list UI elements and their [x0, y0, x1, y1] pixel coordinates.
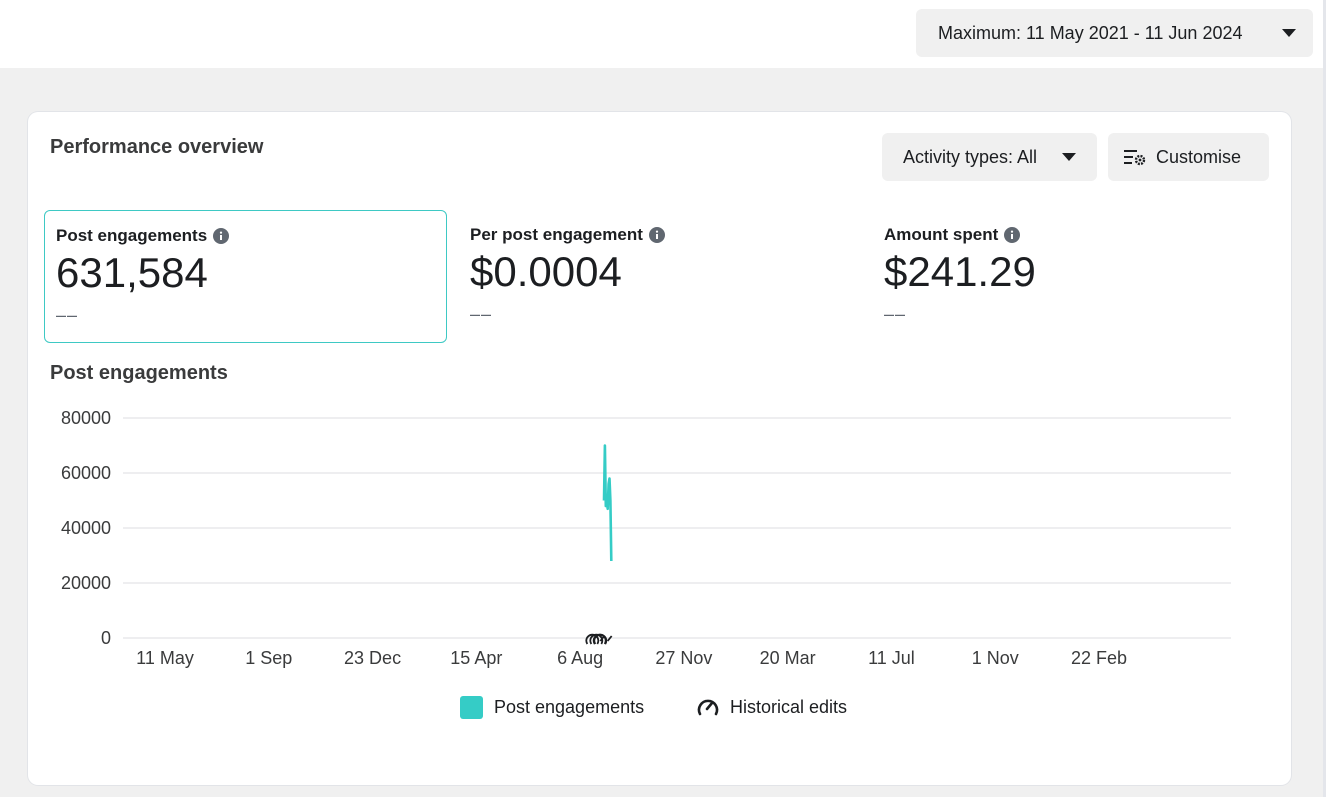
y-tick-label: 0: [101, 628, 111, 648]
settings-list-icon: [1124, 150, 1146, 166]
y-tick-label: 20000: [61, 573, 111, 593]
historical-edit-marker[interactable]: [592, 633, 613, 645]
legend-label: Post engagements: [494, 697, 645, 717]
y-tick-label: 80000: [61, 408, 111, 428]
metric-delta: ––: [884, 304, 907, 324]
x-tick-label: 11 May: [136, 648, 194, 668]
metric-label-row: Amount spent: [884, 225, 1021, 245]
metric-value: $0.0004: [470, 248, 622, 295]
x-tick-label: 6 Aug: [557, 648, 603, 668]
metric-label: Per post engagement: [470, 225, 643, 244]
x-tick-label: 1 Nov: [972, 648, 1019, 668]
legend-label: Historical edits: [730, 696, 848, 717]
scrollbar-track[interactable]: [1323, 0, 1326, 797]
x-tick-label: 20 Mar: [760, 648, 816, 668]
metric-value: $241.29: [884, 248, 1036, 295]
card-title: Performance overview: [50, 136, 264, 158]
legend-swatch: [460, 696, 483, 719]
x-tick-label: 22 Feb: [1071, 648, 1127, 668]
metric-label-row: Per post engagement: [470, 225, 665, 245]
legend-item-post-engagements[interactable]: Post engagements: [460, 696, 644, 719]
customise-button[interactable]: Customise: [1108, 133, 1269, 181]
customise-label: Customise: [1156, 146, 1242, 167]
info-icon[interactable]: [1004, 227, 1021, 243]
chart-heading: Post engagements: [50, 362, 228, 384]
info-icon[interactable]: [213, 228, 230, 244]
y-tick-label: 40000: [61, 518, 111, 538]
x-tick-label: 15 Apr: [450, 648, 502, 668]
metric-amount-spent[interactable]: Amount spent $241.29 ––: [872, 210, 1275, 343]
chevron-down-icon: [1062, 153, 1076, 161]
performance-overview-card: Performance overview Activity types: All…: [28, 112, 1291, 785]
info-icon[interactable]: [648, 227, 665, 243]
metric-label-row: Post engagements: [56, 226, 230, 246]
legend-item-historical-edits[interactable]: Historical edits: [696, 696, 847, 718]
metric-delta: ––: [470, 304, 493, 324]
date-range-label: Maximum: 11 May 2021 - 11 Jun 2024: [938, 22, 1243, 43]
speedometer-icon: [697, 699, 719, 716]
metric-delta: ––: [56, 305, 79, 325]
metric-value: 631,584: [56, 249, 208, 296]
date-range-selector[interactable]: Maximum: 11 May 2021 - 11 Jun 2024: [916, 9, 1313, 57]
activity-types-dropdown[interactable]: Activity types: All: [882, 133, 1097, 181]
x-tick-label: 1 Sep: [245, 648, 292, 668]
metric-per-post-engagement[interactable]: Per post engagement $0.0004 ––: [458, 210, 861, 343]
metric-label: Amount spent: [884, 225, 999, 244]
top-bar: Maximum: 11 May 2021 - 11 Jun 2024: [0, 0, 1326, 68]
speedometer-needle: [606, 635, 613, 642]
speedometer-icon: [592, 633, 607, 645]
series-line-post-engagements: [602, 444, 613, 562]
chevron-down-icon: [1282, 29, 1296, 37]
metric-label: Post engagements: [56, 226, 208, 245]
y-tick-label: 60000: [61, 463, 111, 483]
post-engagements-chart: 0 20000 40000 60000 80000 11 May 1 Sep 23 Dec 15…: [61, 408, 1231, 668]
x-tick-label: 11 Jul: [868, 648, 915, 668]
x-tick-label: 23 Dec: [344, 648, 401, 668]
speedometer-icon: [585, 633, 600, 645]
x-tick-label: 27 Nov: [655, 648, 712, 668]
metric-post-engagements[interactable]: Post engagements 631,584 ––: [44, 210, 447, 343]
activity-types-label: Activity types: All: [903, 146, 1038, 167]
